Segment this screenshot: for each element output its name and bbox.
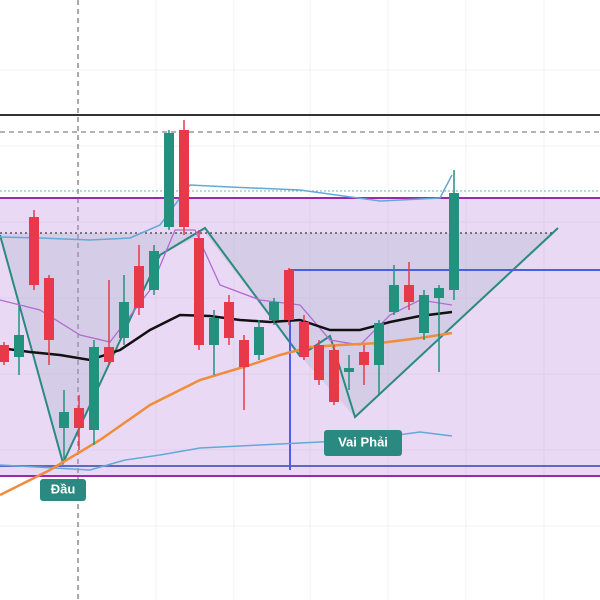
candle-body	[74, 408, 84, 428]
candle-body	[404, 285, 414, 302]
candle-body	[254, 327, 264, 355]
candle-body	[224, 302, 234, 338]
annotation: Vai Phải	[338, 434, 388, 449]
candle-body	[29, 217, 39, 285]
candle-body	[344, 368, 354, 372]
candle-body	[44, 278, 54, 340]
candle-body	[359, 352, 369, 365]
candles	[0, 120, 459, 460]
annotation: Đầu	[51, 481, 76, 496]
candle-body	[179, 130, 189, 227]
candle-body	[119, 302, 129, 338]
candle-body	[419, 295, 429, 333]
candle-body	[374, 323, 384, 365]
candle-body	[389, 285, 399, 312]
candle-body	[329, 350, 339, 402]
candle-body	[89, 347, 99, 430]
candle-body	[0, 345, 9, 362]
candle-body	[104, 347, 114, 362]
candle-body	[164, 133, 174, 227]
candle-body	[149, 251, 159, 290]
candle-body	[209, 318, 219, 345]
candle-body	[269, 302, 279, 320]
candle-body	[14, 335, 24, 357]
candle-body	[314, 345, 324, 380]
candle-body	[59, 412, 69, 428]
candle-body	[449, 193, 459, 290]
label-box	[324, 430, 402, 456]
candle-body	[434, 288, 444, 298]
candle-body	[284, 270, 294, 320]
candle-body	[239, 340, 249, 367]
label-box	[40, 479, 86, 501]
candle-body	[194, 238, 204, 345]
candle-body	[299, 322, 309, 357]
ma-long	[0, 331, 453, 497]
candle-body	[134, 266, 144, 308]
